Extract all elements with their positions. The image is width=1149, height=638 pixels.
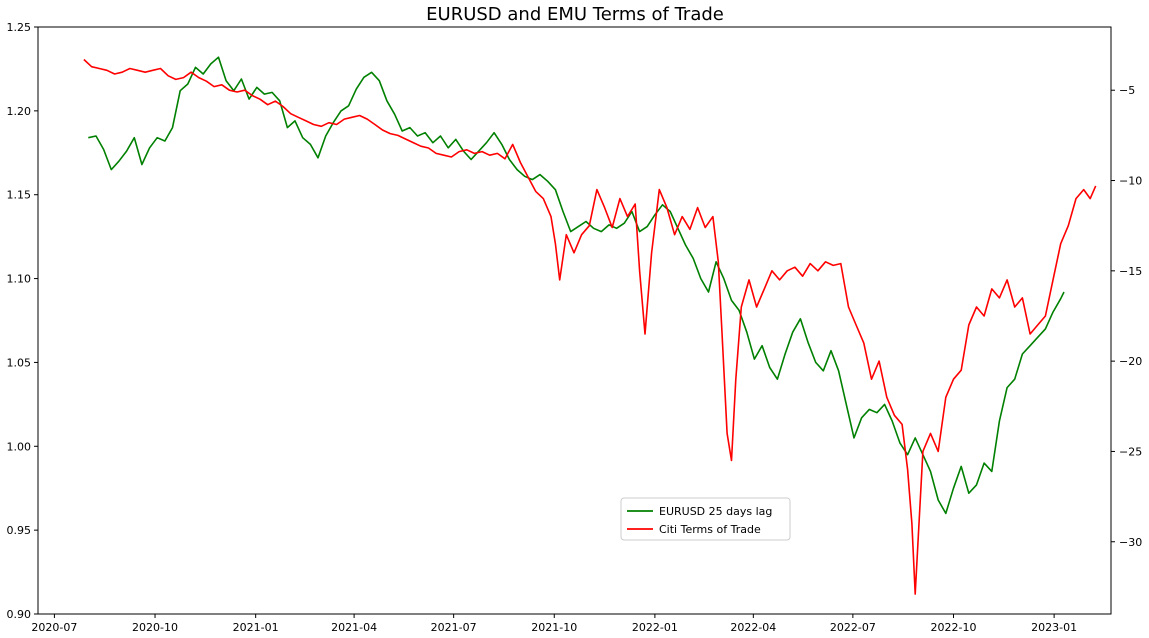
legend-label: Citi Terms of Trade xyxy=(659,523,761,536)
y-left-tick-label: 1.25 xyxy=(7,21,32,34)
y-right-tick-label: −10 xyxy=(1119,175,1142,188)
y-left-tick-label: 0.95 xyxy=(7,524,32,537)
series-lines xyxy=(83,56,1097,595)
x-tick-label: 2022-01 xyxy=(632,621,678,634)
plot-area-frame xyxy=(37,26,1112,615)
series-line-eurusd-25-days-lag xyxy=(88,56,1065,515)
y-right-tick-label: −25 xyxy=(1119,445,1142,458)
x-tick-label: 2023-01 xyxy=(1031,621,1077,634)
x-tick-label: 2021-01 xyxy=(233,621,279,634)
y-left-tick-label: 1.15 xyxy=(7,189,32,202)
legend-label: EURUSD 25 days lag xyxy=(659,505,772,518)
series-line-citi-terms-of-trade xyxy=(83,58,1097,595)
x-axis: 2020-07 2020-10 2021-01 2021-04 2021-07 2021-… xyxy=(31,614,1077,634)
x-tick-label: 2020-07 xyxy=(31,621,77,634)
x-tick-label: 2020-10 xyxy=(132,621,178,634)
y-right-tick-label: −5 xyxy=(1119,84,1135,97)
y-left-tick-label: 1.05 xyxy=(7,356,32,369)
legend: EURUSD 25 days lag Citi Terms of Trade xyxy=(620,497,791,541)
y-left-tick-label: 1.20 xyxy=(7,105,32,118)
x-tick-label: 2021-10 xyxy=(531,621,577,634)
y-right-tick-label: −15 xyxy=(1119,265,1142,278)
y-right-tick-label: −20 xyxy=(1119,355,1142,368)
x-tick-label: 2022-10 xyxy=(931,621,977,634)
x-tick-label: 2021-04 xyxy=(331,621,377,634)
x-tick-label: 2022-04 xyxy=(730,621,776,634)
y-left-tick-label: 1.00 xyxy=(7,440,32,453)
legend-box xyxy=(620,497,791,541)
y-left-tick-label: 1.10 xyxy=(7,273,32,286)
y-left-tick-label: 0.90 xyxy=(7,608,32,621)
y-right-tick-label: −30 xyxy=(1119,536,1142,549)
y-axis-right: −30 −25 −20 −15 −10 −5 xyxy=(1111,84,1142,549)
x-tick-label: 2021-07 xyxy=(431,621,477,634)
chart-title: EURUSD and EMU Terms of Trade xyxy=(426,4,724,25)
x-tick-label: 2022-07 xyxy=(830,621,876,634)
y-axis-left: 0.90 0.95 1.00 1.05 1.10 1.15 1.20 1.25 xyxy=(7,21,38,621)
